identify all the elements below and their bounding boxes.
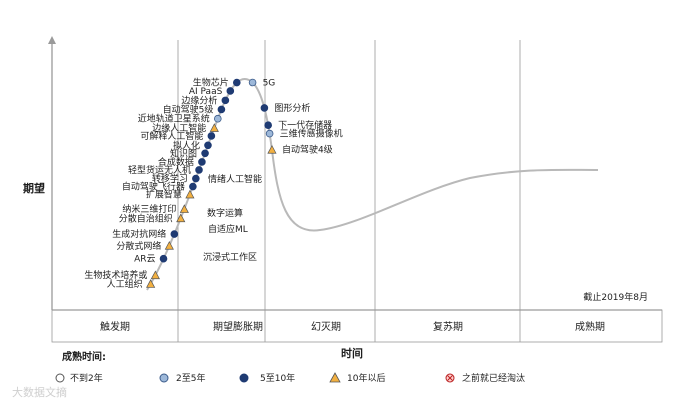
point-marker-10 xyxy=(195,166,203,174)
point-label-25: 自动驾驶4级 xyxy=(282,144,333,156)
legend-marker-gt10 xyxy=(329,372,341,383)
legend-label-obsolete: 之前就已经淘汰 xyxy=(462,372,525,384)
point-label-21: 5G xyxy=(263,79,276,89)
legend-label-2to5: 2至5年 xyxy=(176,372,205,384)
point-label-4: 生成对抗网络 xyxy=(112,228,166,240)
point-marker-22 xyxy=(260,104,269,112)
y-axis-arrow xyxy=(48,36,56,44)
point-label-13: 拟人化 xyxy=(173,139,200,151)
legend-label-lt2: 不到2年 xyxy=(70,372,103,384)
point-label-9: 转移学习 xyxy=(152,173,188,185)
point-label-1: 生物技术培养或 xyxy=(84,269,147,281)
point-marker-2 xyxy=(159,254,168,263)
phase-plateau: 成熟期 xyxy=(575,320,605,333)
point-label-27: 数字运算 xyxy=(207,207,243,219)
legend-marker-obsolete-x2 xyxy=(447,375,453,381)
point-label-24: 三维传感摄像机 xyxy=(280,128,343,140)
point-marker-8 xyxy=(189,182,197,191)
legend-label-5to10: 5至10年 xyxy=(260,372,295,384)
point-label-0: 人工组织 xyxy=(107,278,143,290)
date-note: 截止2019年8月 xyxy=(583,291,648,303)
point-label-28: 自适应ML xyxy=(208,223,248,235)
point-marker-23 xyxy=(264,121,272,130)
point-marker-18 xyxy=(221,96,230,105)
point-marker-21 xyxy=(248,78,257,87)
point-marker-12 xyxy=(201,149,209,158)
point-label-17: 自动驾驶5级 xyxy=(163,103,214,115)
point-marker-14 xyxy=(207,132,216,140)
point-label-6: 纳米三维打印 xyxy=(122,203,176,215)
point-label-12: 知识图 xyxy=(170,147,197,159)
point-marker-24 xyxy=(265,129,274,138)
point-marker-3 xyxy=(164,241,174,250)
point-marker-0 xyxy=(146,279,156,288)
point-marker-17 xyxy=(217,105,226,114)
point-label-11: 合成数据 xyxy=(158,156,194,168)
legend-marker-lt2 xyxy=(55,373,65,383)
point-label-29: 沉浸式工作区 xyxy=(203,251,257,263)
phase-labels: 触发期 期望膨胀期 幻灭期 复苏期 成熟期 xyxy=(100,320,605,333)
point-marker-1 xyxy=(150,270,160,280)
point-label-19: AI PaaS xyxy=(189,87,223,97)
phase-trigger: 触发期 xyxy=(100,320,130,333)
point-marker-20 xyxy=(233,78,241,87)
watermark: 大数据文摘 xyxy=(12,385,67,399)
point-marker-11 xyxy=(198,158,206,166)
point-marker-19 xyxy=(226,87,235,95)
phase-slope: 复苏期 xyxy=(433,320,463,333)
point-marker-9 xyxy=(192,174,200,183)
point-label-10: 轻型货运无人机 xyxy=(128,164,191,176)
point-label-5: 分散自治组织 xyxy=(119,212,173,224)
point-label-3: 分散式网络 xyxy=(116,240,161,252)
phase-band xyxy=(51,309,663,343)
legend-marker-2to5 xyxy=(159,373,169,383)
x-axis-title: 时间 xyxy=(341,346,363,360)
point-marker-7 xyxy=(185,189,195,199)
legend-label-gt10: 10年以后 xyxy=(347,372,385,384)
point-marker-16 xyxy=(214,114,222,123)
legend-title: 成熟时间: xyxy=(62,350,106,363)
legend: 成熟时间: 不到2年 2至5年 5至10年 10年以后 之前就已经淘汰 xyxy=(55,350,525,384)
point-label-23: 下一代存储器 xyxy=(278,119,332,131)
y-axis-title: 期望 xyxy=(23,181,45,195)
point-label-2: AR云 xyxy=(134,255,155,265)
point-label-20: 生物芯片 xyxy=(193,77,229,89)
phase-peak: 期望膨胀期 xyxy=(213,320,263,333)
point-marker-4 xyxy=(170,230,179,238)
legend-marker-5to10 xyxy=(239,373,249,383)
point-label-22: 图形分析 xyxy=(274,102,310,114)
point-label-16: 近地轨道卫星系统 xyxy=(138,113,210,125)
point-label-7: 扩展智慧 xyxy=(146,188,182,200)
point-marker-13 xyxy=(204,141,212,150)
point-label-14: 可解释人工智能 xyxy=(140,130,203,142)
axes xyxy=(48,36,663,343)
point-marker-25 xyxy=(267,144,277,154)
phase-trough: 幻灭期 xyxy=(311,320,341,333)
point-marker-15 xyxy=(209,123,219,132)
point-label-26: 情绪人工智能 xyxy=(208,173,262,185)
point-label-8: 自动驾驶飞行器 xyxy=(122,181,185,193)
point-marker-6 xyxy=(179,204,189,213)
point-marker-5 xyxy=(176,213,186,223)
point-label-15: 边缘人工智能 xyxy=(152,122,206,134)
point-label-18: 边缘分析 xyxy=(181,94,217,106)
